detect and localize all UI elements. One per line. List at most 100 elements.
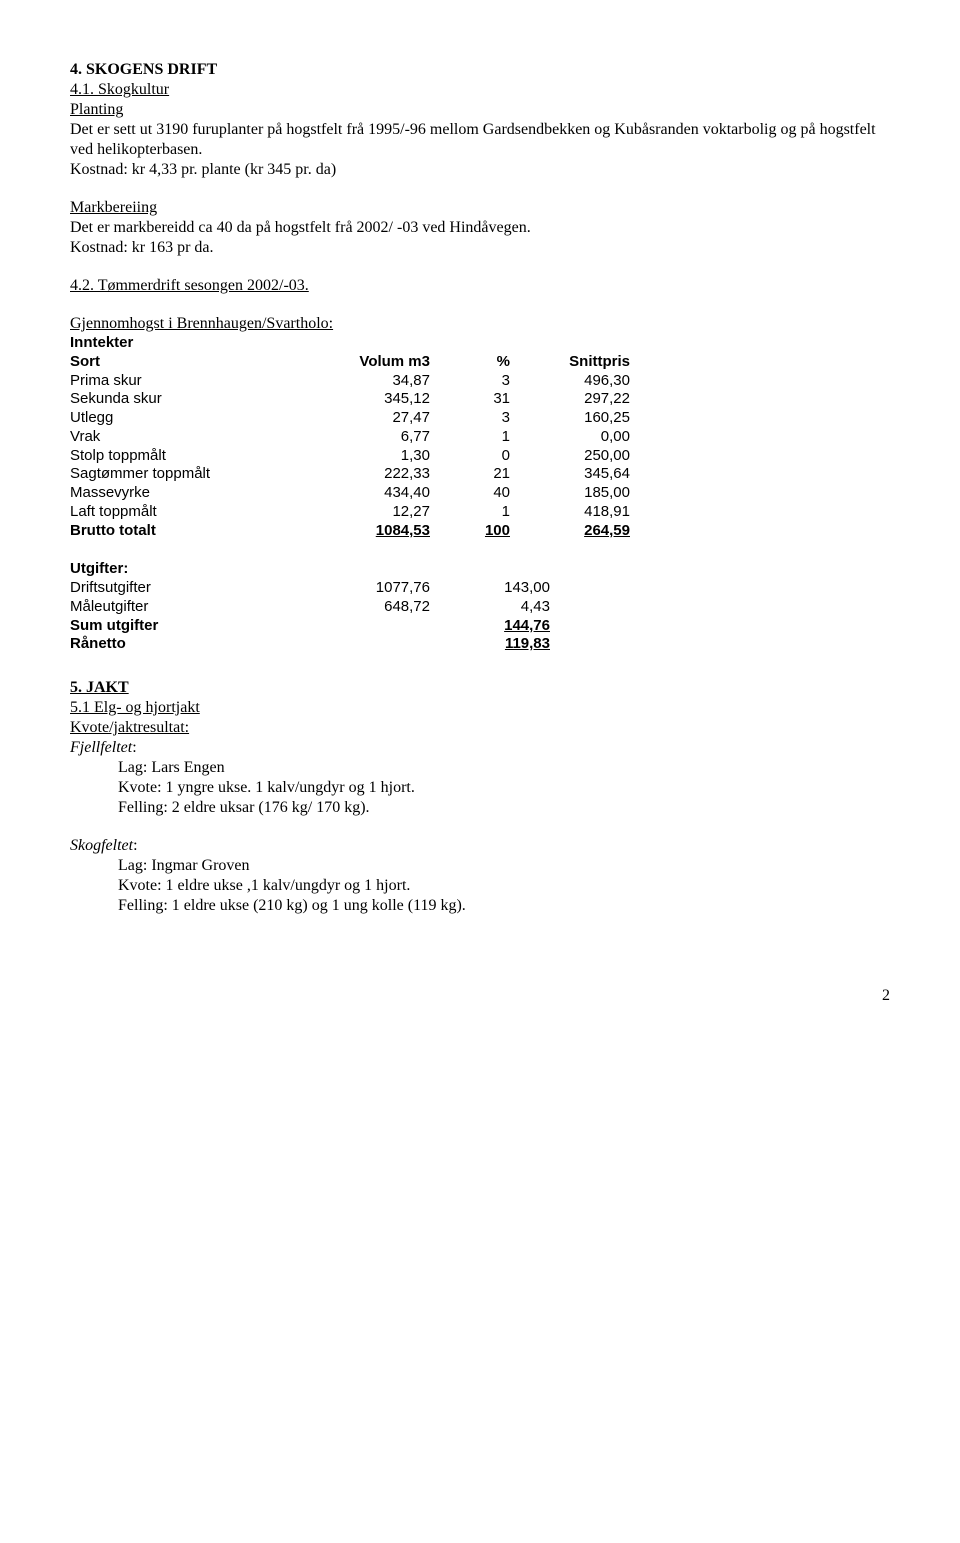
table-cell: Driftsutgifter (70, 579, 250, 598)
table-cell: 418,91 (510, 503, 630, 522)
table-cell: 4,43 (430, 598, 550, 617)
planting-body: Det er sett ut 3190 furuplanter på hogst… (70, 120, 890, 160)
table-cell (250, 635, 430, 654)
table-cell: 1,30 (300, 447, 430, 466)
kvote-label-text: Kvote/jaktresultat: (70, 719, 189, 736)
table-row: Sum utgifter 144,76 (70, 617, 890, 636)
table-cell: 496,30 (510, 372, 630, 391)
sub51-text: 5.1 Elg- og hjortjakt (70, 699, 200, 716)
inntekter-header-row: Sort Volum m3 % Snittpris (70, 353, 890, 372)
inntekter-table: Inntekter Sort Volum m3 % Snittpris Prim… (70, 334, 890, 540)
table-cell: 297,22 (510, 390, 630, 409)
table-cell: 40 (430, 484, 510, 503)
fjellfeltet-colon: : (132, 739, 136, 756)
inntekter-title: Inntekter (70, 334, 890, 353)
table-cell: 143,00 (430, 579, 550, 598)
skog-lag: Lag: Ingmar Groven (70, 856, 890, 876)
table-row: Rånetto 119,83 (70, 635, 890, 654)
table-cell: 434,40 (300, 484, 430, 503)
col-head-vol: Volum m3 (300, 353, 430, 372)
col-head-pct: % (430, 353, 510, 372)
table-row: Utlegg27,473160,25 (70, 409, 890, 428)
skogfeltet-label: Skogfeltet (70, 837, 133, 854)
fjellfeltet-label: Fjellfeltet (70, 739, 132, 756)
heading-4: 4. SKOGENS DRIFT (70, 60, 890, 80)
table-cell: 119,83 (430, 635, 550, 654)
markbereiing-label: Markbereiing (70, 198, 890, 218)
table-cell: 160,25 (510, 409, 630, 428)
table-cell: 27,47 (300, 409, 430, 428)
table-cell: 222,33 (300, 465, 430, 484)
gjennomhogst-text: Gjennomhogst i Brennhaugen/Svartholo: (70, 315, 333, 332)
table-row: Sagtømmer toppmålt222,3321345,64 (70, 465, 890, 484)
markbereiing-cost: Kostnad: kr 163 pr da. (70, 238, 890, 258)
planting-label: Planting (70, 100, 890, 120)
table-cell: 34,87 (300, 372, 430, 391)
table-cell: 345,12 (300, 390, 430, 409)
markbereiing-body: Det er markbereidd ca 40 da på hogstfelt… (70, 218, 890, 238)
skogfeltet-line: Skogfeltet: (70, 836, 890, 856)
table-row: Brutto totalt1084,53100264,59 (70, 522, 890, 541)
table-cell: 250,00 (510, 447, 630, 466)
col-head-price: Snittpris (510, 353, 630, 372)
table-cell (250, 617, 430, 636)
table-cell: 3 (430, 409, 510, 428)
planting-cost: Kostnad: kr 4,33 pr. plante (kr 345 pr. … (70, 160, 890, 180)
table-row: Laft toppmålt12,271418,91 (70, 503, 890, 522)
subheading-5-1: 5.1 Elg- og hjortjakt (70, 698, 890, 718)
table-cell: 31 (430, 390, 510, 409)
table-cell: Laft toppmålt (70, 503, 300, 522)
fjellfeltet-line: Fjellfeltet: (70, 738, 890, 758)
table-cell: 12,27 (300, 503, 430, 522)
col-head-sort: Sort (70, 353, 300, 372)
utgifter-table: Utgifter: Driftsutgifter1077,76143,00Mål… (70, 560, 890, 654)
table-cell: 648,72 (250, 598, 430, 617)
table-cell: 264,59 (510, 522, 630, 541)
table-cell: Utlegg (70, 409, 300, 428)
subheading-4-2: 4.2. Tømmerdrift sesongen 2002/-03. (70, 276, 890, 296)
table-cell: 185,00 (510, 484, 630, 503)
table-cell: 1 (430, 503, 510, 522)
planting-label-text: Planting (70, 101, 123, 118)
table-row: Sekunda skur345,1231297,22 (70, 390, 890, 409)
fjell-kvote: Kvote: 1 yngre ukse. 1 kalv/ungdyr og 1 … (70, 778, 890, 798)
table-cell: 6,77 (300, 428, 430, 447)
skogfeltet-colon: : (133, 837, 137, 854)
table-cell: Stolp toppmålt (70, 447, 300, 466)
table-row: Massevyrke434,4040185,00 (70, 484, 890, 503)
table-cell: 100 (430, 522, 510, 541)
table-cell: 144,76 (430, 617, 550, 636)
table-cell: 3 (430, 372, 510, 391)
table-cell: Måleutgifter (70, 598, 250, 617)
heading-5: 5. JAKT (70, 678, 890, 698)
subheading-4-1: 4.1. Skogkultur (70, 80, 890, 100)
table-cell: 1 (430, 428, 510, 447)
skog-felling: Felling: 1 eldre ukse (210 kg) og 1 ung … (70, 896, 890, 916)
table-cell: Sagtømmer toppmålt (70, 465, 300, 484)
table-cell: Sum utgifter (70, 617, 250, 636)
page-number: 2 (70, 986, 890, 1006)
table-cell: Rånetto (70, 635, 250, 654)
skog-kvote: Kvote: 1 eldre ukse ,1 kalv/ungdyr og 1 … (70, 876, 890, 896)
sub41-text: 4.1. Skogkultur (70, 81, 169, 98)
table-row: Driftsutgifter1077,76143,00 (70, 579, 890, 598)
fjell-felling: Felling: 2 eldre uksar (176 kg/ 170 kg). (70, 798, 890, 818)
table-row: Prima skur34,873496,30 (70, 372, 890, 391)
table-cell: Massevyrke (70, 484, 300, 503)
table-cell: Prima skur (70, 372, 300, 391)
table-cell: Sekunda skur (70, 390, 300, 409)
utgifter-title: Utgifter: (70, 560, 890, 579)
fjell-lag: Lag: Lars Engen (70, 758, 890, 778)
gjennomhogst-label: Gjennomhogst i Brennhaugen/Svartholo: (70, 314, 890, 334)
table-row: Vrak6,7710,00 (70, 428, 890, 447)
table-cell: 1077,76 (250, 579, 430, 598)
kvote-label: Kvote/jaktresultat: (70, 718, 890, 738)
table-row: Måleutgifter648,724,43 (70, 598, 890, 617)
table-cell: 21 (430, 465, 510, 484)
sub42-text: 4.2. Tømmerdrift sesongen 2002/-03. (70, 277, 309, 294)
table-cell: Brutto totalt (70, 522, 300, 541)
table-cell: 0,00 (510, 428, 630, 447)
markbereiing-label-text: Markbereiing (70, 199, 157, 216)
table-cell: Vrak (70, 428, 300, 447)
table-cell: 345,64 (510, 465, 630, 484)
